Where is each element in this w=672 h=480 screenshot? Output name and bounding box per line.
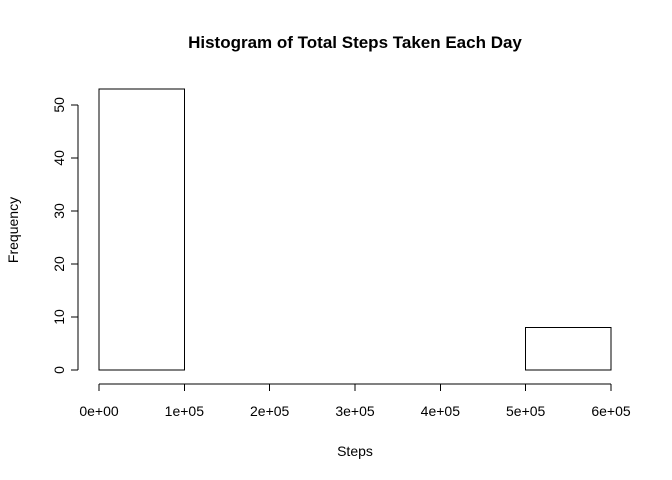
x-tick-label: 6e+05 [591,403,631,419]
x-tick-label: 5e+05 [506,403,546,419]
x-tick-label: 2e+05 [250,403,290,419]
y-tick-label: 20 [51,256,67,272]
y-tick-label: 30 [51,203,67,219]
y-tick-label: 50 [51,97,67,113]
histogram-bar-1 [98,88,185,371]
x-axis-label: Steps [337,443,373,459]
x-tick-label: 3e+05 [335,403,375,419]
y-tick-label: 40 [51,150,67,166]
x-tick-label: 1e+05 [165,403,205,419]
x-tick-label: 0e+00 [79,403,119,419]
chart-title: Histogram of Total Steps Taken Each Day [188,33,522,52]
x-tick-label: 4e+05 [421,403,461,419]
y-axis-label: Frequency [5,197,21,263]
y-tick-label: 10 [51,309,67,325]
bars-group [98,88,612,371]
histogram-bar-6 [525,327,612,371]
y-axis: 0 10 20 30 40 50 [51,97,79,374]
x-axis: 0e+00 1e+05 2e+05 3e+05 4e+05 5e+05 6e+05 [79,383,631,419]
y-tick-label: 0 [51,366,67,374]
